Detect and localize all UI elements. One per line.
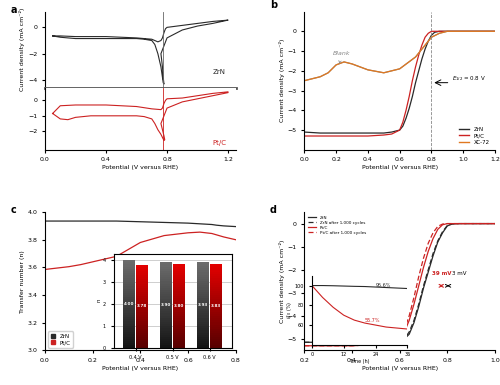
Legend: ZrN, Pt/C: ZrN, Pt/C (48, 331, 73, 348)
Text: 3 mV: 3 mV (452, 271, 466, 276)
Legend: ZrN, Pt/C, XC-72: ZrN, Pt/C, XC-72 (457, 124, 492, 147)
Text: Blank: Blank (333, 51, 350, 63)
Y-axis label: Transfer number (n): Transfer number (n) (20, 250, 24, 313)
Text: a: a (10, 5, 17, 15)
X-axis label: Potential (V versus RHE): Potential (V versus RHE) (362, 366, 438, 371)
X-axis label: Potential (V versus RHE): Potential (V versus RHE) (102, 366, 178, 371)
Text: 39 mV: 39 mV (432, 271, 451, 276)
Y-axis label: Current density (mA cm⁻²): Current density (mA cm⁻²) (278, 239, 284, 323)
X-axis label: Potential (V versus RHE): Potential (V versus RHE) (362, 165, 438, 170)
Y-axis label: Current density (mA cm⁻²): Current density (mA cm⁻²) (278, 39, 284, 122)
Legend: ZrN, ZrN after 1,000 cycles, Pt/C, Pt/C after 1,000 cycles: ZrN, ZrN after 1,000 cycles, Pt/C, Pt/C … (306, 214, 368, 237)
Text: d: d (270, 205, 277, 215)
Y-axis label: Current density (mA cm⁻²): Current density (mA cm⁻²) (20, 8, 26, 92)
Text: b: b (270, 0, 277, 10)
X-axis label: Potential (V versus RHE): Potential (V versus RHE) (102, 165, 178, 170)
Text: Pt/C: Pt/C (213, 140, 227, 146)
Text: ZrN: ZrN (213, 69, 226, 75)
Text: c: c (10, 205, 16, 215)
Text: $E_{1/2}$ = 0.8 V: $E_{1/2}$ = 0.8 V (452, 74, 486, 83)
